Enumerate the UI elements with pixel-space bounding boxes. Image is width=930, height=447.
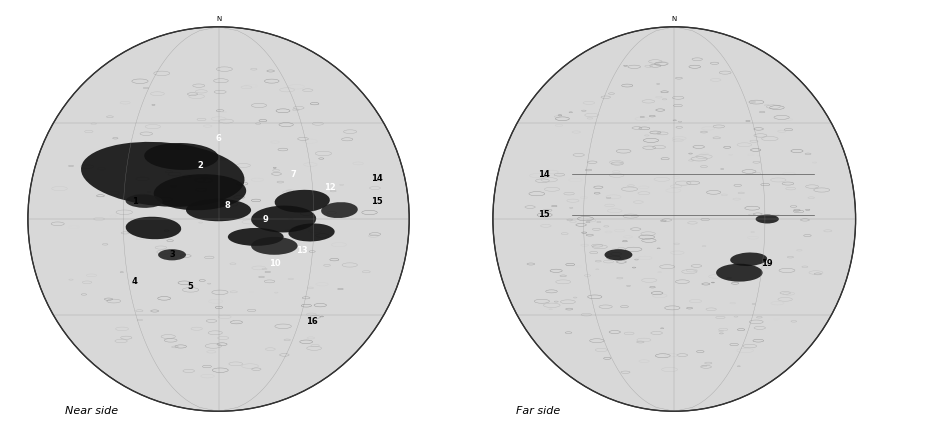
- Text: 14: 14: [371, 174, 382, 183]
- Text: 7: 7: [290, 170, 296, 179]
- Ellipse shape: [493, 27, 856, 411]
- Ellipse shape: [28, 27, 409, 411]
- Ellipse shape: [321, 202, 358, 218]
- Ellipse shape: [81, 142, 245, 207]
- Ellipse shape: [755, 215, 778, 224]
- Ellipse shape: [716, 264, 763, 282]
- Ellipse shape: [251, 237, 298, 255]
- Ellipse shape: [228, 228, 284, 246]
- Text: 3: 3: [169, 250, 175, 259]
- Ellipse shape: [604, 249, 632, 260]
- Text: 8: 8: [225, 201, 231, 210]
- Ellipse shape: [153, 174, 246, 210]
- Text: 9: 9: [262, 215, 268, 224]
- Text: N: N: [216, 17, 221, 22]
- Ellipse shape: [730, 253, 767, 266]
- Text: Far side: Far side: [516, 406, 561, 416]
- Ellipse shape: [251, 206, 316, 232]
- Text: 6: 6: [216, 134, 221, 143]
- Text: 5: 5: [188, 282, 193, 291]
- Text: 14: 14: [538, 170, 550, 179]
- Text: 15: 15: [371, 197, 382, 206]
- Text: 1: 1: [132, 197, 138, 206]
- Text: 12: 12: [325, 183, 336, 192]
- Text: 15: 15: [538, 210, 550, 219]
- Text: 2: 2: [197, 161, 203, 170]
- Text: 10: 10: [269, 259, 280, 268]
- Text: Near side: Near side: [65, 406, 118, 416]
- Ellipse shape: [158, 249, 186, 260]
- Text: 13: 13: [297, 246, 308, 255]
- Text: 16: 16: [306, 317, 317, 326]
- Ellipse shape: [126, 217, 181, 239]
- Ellipse shape: [186, 199, 251, 221]
- Ellipse shape: [126, 194, 163, 208]
- Ellipse shape: [144, 143, 219, 170]
- Ellipse shape: [288, 224, 335, 241]
- Ellipse shape: [274, 190, 330, 212]
- Text: 4: 4: [132, 277, 138, 286]
- Text: 19: 19: [762, 259, 773, 268]
- Text: N: N: [671, 17, 677, 22]
